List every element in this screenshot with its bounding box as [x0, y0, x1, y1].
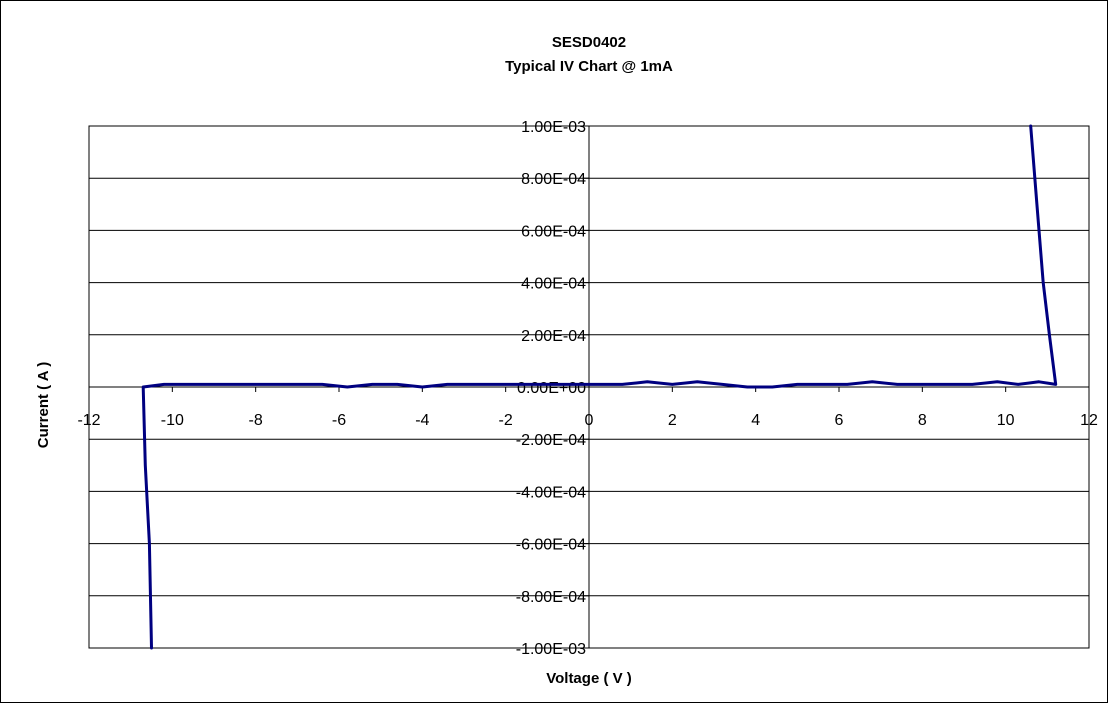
x-tick-label: 8 [918, 412, 927, 429]
x-axis-title: Voltage ( V ) [546, 670, 632, 687]
y-tick-label: -6.00E-04 [516, 537, 586, 554]
series [141, 124, 1058, 650]
y-tick-label: -8.00E-04 [516, 589, 586, 606]
y-tick-label: 1.00E-03 [521, 119, 586, 136]
x-tick-label: -8 [249, 412, 263, 429]
iv-curve-line [141, 124, 1058, 650]
x-tick-label: -2 [499, 412, 513, 429]
x-tick-label: -12 [77, 412, 100, 429]
x-tick-label: 4 [751, 412, 760, 429]
x-tick-label: 2 [668, 412, 677, 429]
y-tick-label: 2.00E-04 [521, 328, 586, 345]
y-tick-label: 4.00E-04 [521, 276, 586, 293]
y-tick-label: -4.00E-04 [516, 484, 586, 501]
axes [88, 125, 1090, 649]
x-tick-label: -10 [161, 412, 184, 429]
y-tick-label: -1.00E-03 [516, 641, 586, 658]
x-tick-label: 10 [997, 412, 1015, 429]
y-tick-label: -2.00E-04 [516, 432, 586, 449]
tick-labels: -12 -10 -8 -6 -4 -2 0 2 4 6 8 10 12 1.00E-03 8.00E-04 6… [77, 119, 1098, 658]
x-tick-label: 6 [835, 412, 844, 429]
y-tick-label: 6.00E-04 [521, 223, 586, 240]
y-tick-label: 8.00E-04 [521, 171, 586, 188]
x-tick-label: 12 [1080, 412, 1098, 429]
x-tick-label: -4 [415, 412, 429, 429]
y-axis-title: Current ( A ) [35, 362, 52, 448]
x-tick-label: -6 [332, 412, 346, 429]
x-tick-label: 0 [585, 412, 594, 429]
y-tick-label: 0.00E+00 [517, 380, 586, 397]
chart-title: SESD0402 [552, 34, 626, 51]
chart-subtitle: Typical IV Chart @ 1mA [505, 58, 673, 75]
